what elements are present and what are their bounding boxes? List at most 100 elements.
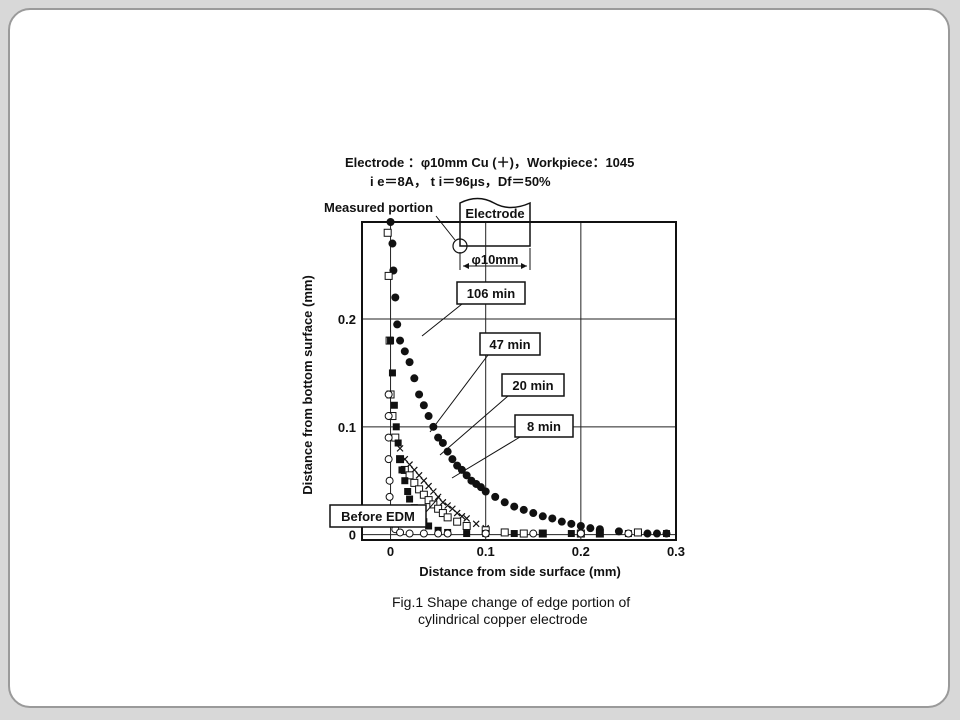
y-ticks: 0 0.1 0.2 xyxy=(338,312,356,543)
point-before-edm xyxy=(405,529,414,538)
point-106-min xyxy=(462,471,471,480)
point-20-min xyxy=(424,496,433,505)
point-before-edm xyxy=(481,529,490,538)
point-20-min xyxy=(453,517,462,526)
point-106-min xyxy=(491,492,500,501)
point-106-min xyxy=(434,433,443,442)
x-ticks: 0 0.1 0.2 0.3 xyxy=(387,544,685,559)
callout-106min-label: 106 min xyxy=(467,286,515,301)
point-106-min xyxy=(567,519,576,528)
point-106-min xyxy=(538,512,547,521)
point-before-edm xyxy=(384,455,393,464)
point-106-min xyxy=(557,517,566,526)
point-106-min xyxy=(614,527,623,536)
point-8-min xyxy=(396,455,404,463)
point-106-min xyxy=(393,320,402,329)
data-marks xyxy=(383,218,671,538)
header-line-1: Electrode ：φ10mm Cu (＋)，Workpiece：1045 xyxy=(345,155,634,170)
point-47-min xyxy=(429,488,437,495)
point-before-edm xyxy=(384,433,393,442)
point-106-min xyxy=(391,293,400,302)
diameter-label: φ10mm xyxy=(472,252,519,267)
y-tick-label: 0.2 xyxy=(338,312,356,327)
point-before-edm xyxy=(385,476,394,485)
electrode-inset: Electrode φ10mm Measured portion xyxy=(324,197,531,270)
point-20-min xyxy=(438,509,447,518)
point-106-min xyxy=(500,498,509,507)
point-before-edm xyxy=(385,492,394,501)
point-8-min xyxy=(662,530,670,538)
point-20-min xyxy=(434,504,443,513)
point-20-min xyxy=(429,500,438,509)
point-8-min xyxy=(510,530,518,538)
point-before-edm xyxy=(624,529,633,538)
callout-20min: 20 min xyxy=(439,373,565,456)
point-47-min xyxy=(472,520,480,528)
point-8-min xyxy=(401,477,409,485)
point-47-min xyxy=(453,509,461,517)
measured-portion-label: Measured portion xyxy=(324,200,433,215)
point-106-min xyxy=(586,524,595,533)
point-8-min xyxy=(398,466,406,474)
caption-line-2: cylindrical copper electrode xyxy=(418,611,588,627)
point-106-min xyxy=(457,465,466,474)
header-line-2: i e＝8A， t i＝96μs，Df＝50% xyxy=(370,174,551,189)
point-106-min xyxy=(405,358,414,367)
point-106-min xyxy=(652,529,661,538)
point-47-min xyxy=(425,482,433,490)
point-106-min xyxy=(448,455,457,464)
point-106-min xyxy=(410,374,419,383)
point-47-min xyxy=(439,498,447,506)
point-8-min xyxy=(388,369,396,377)
point-before-edm xyxy=(384,390,393,399)
y-tick-label: 0 xyxy=(349,528,356,543)
plot-frame xyxy=(361,221,677,541)
point-106-min xyxy=(424,412,433,421)
x-axis-label: Distance from side surface (mm) xyxy=(419,564,621,579)
point-before-edm xyxy=(443,529,452,538)
point-before-edm xyxy=(419,529,428,538)
y-tick-label: 0.1 xyxy=(338,420,356,435)
point-20-min xyxy=(633,528,642,537)
point-8-min xyxy=(404,487,412,495)
point-106-min xyxy=(438,438,447,447)
x-tick-label: 0.2 xyxy=(572,544,590,559)
point-8-min xyxy=(392,423,400,431)
callout-106min: 106 min xyxy=(421,281,526,337)
point-106-min xyxy=(510,502,519,511)
caption-line-1: Fig.1 Shape change of edge portion of xyxy=(392,594,630,610)
point-before-edm xyxy=(576,529,585,538)
point-20-min xyxy=(410,478,419,487)
x-tick-label: 0 xyxy=(387,544,394,559)
point-47-min xyxy=(463,515,471,522)
point-20-min xyxy=(500,528,509,537)
point-106-min xyxy=(643,529,652,538)
point-before-edm xyxy=(384,412,393,421)
point-106-min xyxy=(396,336,405,345)
point-106-min xyxy=(548,514,557,523)
point-106-min xyxy=(386,218,395,226)
point-20-min xyxy=(383,228,392,237)
point-20-min xyxy=(384,271,393,280)
point-47-min xyxy=(415,471,423,479)
point-106-min xyxy=(415,390,424,399)
point-8-min xyxy=(387,337,395,345)
point-20-min xyxy=(419,490,428,499)
point-20-min xyxy=(405,471,414,480)
point-8-min xyxy=(390,401,398,409)
callout-before-edm: Before EDM xyxy=(329,495,441,528)
point-20-min xyxy=(415,485,424,494)
point-8-min xyxy=(596,530,604,538)
point-20-min xyxy=(519,529,528,538)
callout-47min-label: 47 min xyxy=(489,337,530,352)
point-47-min xyxy=(420,477,428,485)
point-before-edm xyxy=(396,528,405,537)
point-before-edm xyxy=(434,529,443,538)
callout-20min-label: 20 min xyxy=(512,378,553,393)
point-106-min xyxy=(481,487,490,496)
point-106-min xyxy=(519,505,528,514)
callout-before-edm-label: Before EDM xyxy=(341,509,415,524)
callout-8min-label: 8 min xyxy=(527,419,561,434)
callout-8min: 8 min xyxy=(451,414,574,479)
